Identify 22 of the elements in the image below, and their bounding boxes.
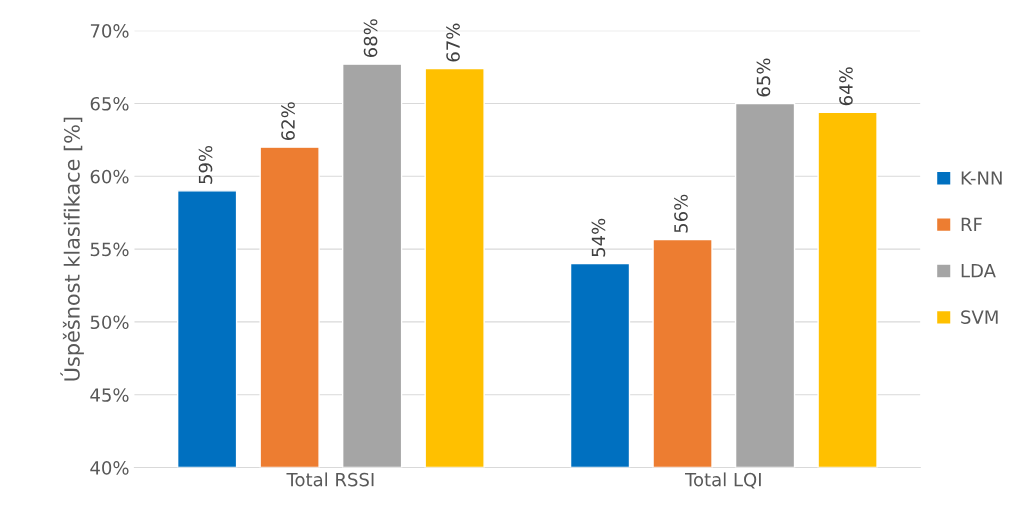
data-label: 65% xyxy=(756,58,771,97)
data-label: 59% xyxy=(198,145,213,184)
y-tick-label: 65% xyxy=(90,96,129,111)
y-tick-label: 60% xyxy=(90,169,129,184)
data-label: 67% xyxy=(446,23,460,62)
y-tick-label: 55% xyxy=(90,242,129,257)
data-label: 68% xyxy=(363,19,378,58)
y-axis-title: Úspěšnost klasifikace [%] xyxy=(60,117,84,381)
x-tick-label: Total RSSI xyxy=(286,472,374,487)
data-label: 62% xyxy=(281,102,295,141)
data-label: 56% xyxy=(674,194,688,233)
legend-label: K-NN xyxy=(961,171,1002,185)
y-tick-label: 40% xyxy=(90,461,129,475)
data-label: 54% xyxy=(591,218,606,257)
legend-label: SVM xyxy=(961,310,998,324)
legend-label: RF xyxy=(961,217,982,231)
data-label: 64% xyxy=(839,67,853,106)
y-tick-label: 45% xyxy=(90,388,129,402)
legend-label: LDA xyxy=(961,264,996,278)
x-tick-label: Total LQI xyxy=(684,472,761,489)
y-tick-label: 50% xyxy=(90,315,129,330)
y-tick-label: 70% xyxy=(90,24,129,38)
